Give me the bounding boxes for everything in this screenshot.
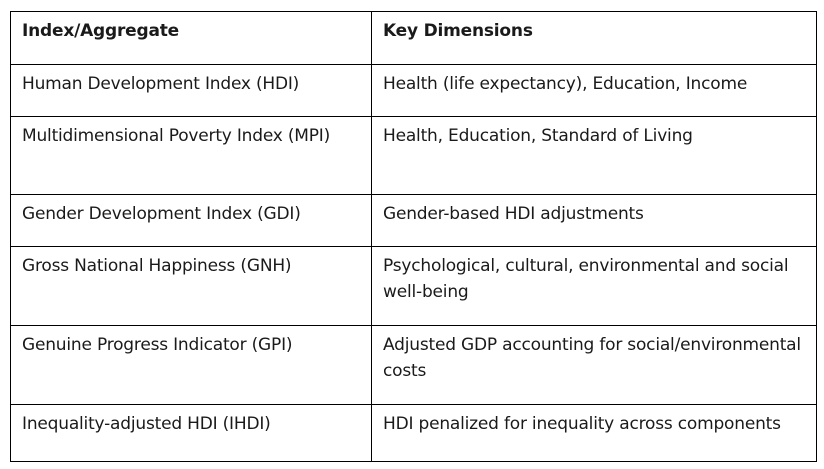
cell-dimensions: Gender-based HDI adjustments (371, 194, 817, 247)
header-index-aggregate: Index/Aggregate (10, 11, 372, 65)
header-key-dimensions: Key Dimensions (371, 11, 817, 65)
table-header-row: Index/Aggregate Key Dimensions (10, 11, 817, 65)
cell-dimensions: Psychological, cultural, environmental a… (371, 246, 817, 326)
cell-index: Human Development Index (HDI) (10, 64, 372, 117)
table-row: Gross National Happiness (GNH) Psycholog… (10, 246, 817, 326)
cell-index: Gross National Happiness (GNH) (10, 246, 372, 326)
cell-dimensions: Health (life expectancy), Education, Inc… (371, 64, 817, 117)
table-row: Genuine Progress Indicator (GPI) Adjuste… (10, 325, 817, 405)
table-row: Gender Development Index (GDI) Gender-ba… (10, 194, 817, 247)
table-row: Inequality-adjusted HDI (IHDI) HDI penal… (10, 404, 817, 462)
index-dimensions-table: Index/Aggregate Key Dimensions Human Dev… (10, 11, 817, 462)
table-row: Human Development Index (HDI) Health (li… (10, 64, 817, 117)
cell-dimensions: Adjusted GDP accounting for social/envir… (371, 325, 817, 405)
cell-dimensions: HDI penalized for inequality across comp… (371, 404, 817, 462)
cell-index: Gender Development Index (GDI) (10, 194, 372, 247)
cell-index: Inequality-adjusted HDI (IHDI) (10, 404, 372, 462)
table-row: Multidimensional Poverty Index (MPI) Hea… (10, 116, 817, 195)
cell-index: Multidimensional Poverty Index (MPI) (10, 116, 372, 195)
cell-dimensions: Health, Education, Standard of Living (371, 116, 817, 195)
cell-index: Genuine Progress Indicator (GPI) (10, 325, 372, 405)
